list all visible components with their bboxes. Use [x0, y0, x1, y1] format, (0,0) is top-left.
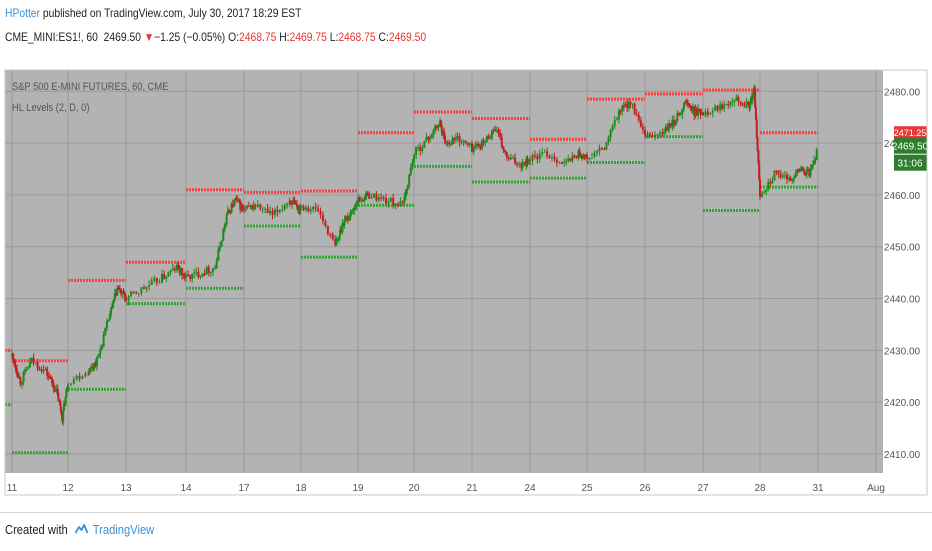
- time-axis[interactable]: [5, 473, 927, 495]
- x-tick-label: 26: [639, 483, 651, 494]
- x-tick-label: 25: [581, 483, 593, 494]
- x-tick-label: 13: [120, 483, 132, 494]
- close-value: 2469.50: [388, 30, 427, 44]
- price-tags-layer: 2471.25 2469.50 31:06: [892, 126, 929, 171]
- y-tick-label: 2460.00: [884, 191, 921, 202]
- y-tick-label: 2410.00: [884, 450, 921, 461]
- change-value: −1.25 (−0.05%): [154, 30, 226, 44]
- low-label: L:: [329, 30, 339, 44]
- last-price: 2469.50: [103, 30, 141, 44]
- high-value: 2469.75: [289, 30, 327, 44]
- indicator-label[interactable]: HL Levels (2, D, 0): [12, 102, 89, 114]
- x-tick-label: 19: [352, 483, 364, 494]
- last-price-tag-text: 2469.50: [892, 142, 929, 153]
- x-tick-label: 18: [295, 483, 307, 494]
- tradingview-brand-link[interactable]: TradingView: [92, 522, 155, 537]
- published-text: published on TradingView.com, July 30, 2…: [39, 6, 302, 20]
- x-tick-label: 17: [238, 483, 250, 494]
- tradingview-logo-icon: [74, 523, 88, 538]
- x-tick-label: 28: [754, 483, 766, 494]
- last-price-tag: [894, 137, 927, 154]
- x-tick-label: 31: [812, 483, 824, 494]
- footer-text: Created with TradingView: [5, 522, 154, 538]
- x-tick-label: 14: [180, 483, 192, 494]
- series-title: S&P 500 E-MINI FUTURES, 60, CME: [12, 81, 169, 93]
- y-tick-label: 2480.00: [884, 87, 921, 98]
- red-level-tag: [894, 126, 927, 139]
- red-level-tag-text: 2471.25: [894, 128, 927, 138]
- x-tick-label: 20: [408, 483, 420, 494]
- x-tick-label: 24: [524, 483, 536, 494]
- created-with-label: Created with: [5, 522, 68, 537]
- footer: Created with TradingView: [0, 512, 932, 551]
- symbol-label: CME_MINI:ES1!, 60: [5, 30, 98, 44]
- y-tick-label: 2420.00: [884, 398, 921, 409]
- chart-border: [4, 69, 928, 496]
- open-label: O:: [228, 30, 240, 44]
- symbol-line: CME_MINI:ES1!, 60 2469.50 ▼−1.25 (−0.05%…: [5, 30, 426, 44]
- x-tick-label: 21: [466, 483, 478, 494]
- x-tick-label: 11: [7, 483, 18, 494]
- y-tick-label: 2440.00: [884, 295, 921, 306]
- y-tick-label: 2430.00: [884, 346, 921, 357]
- countdown-tag-text: 31:06: [897, 159, 922, 170]
- low-value: 2468.75: [338, 30, 376, 44]
- open-value: 2468.75: [239, 30, 277, 44]
- x-tick-label: 27: [697, 483, 709, 494]
- x-tick-label: Aug: [867, 483, 885, 494]
- tick-labels-layer: 2480.002470.002460.002450.002440.002430.…: [7, 87, 921, 494]
- candles-layer: [11, 84, 818, 426]
- close-label: C:: [378, 30, 389, 44]
- high-label: H:: [279, 30, 290, 44]
- down-arrow-icon: ▼: [143, 30, 155, 44]
- grid-layer: [5, 70, 883, 473]
- x-tick-label: 12: [62, 483, 74, 494]
- countdown-tag: [894, 154, 927, 171]
- published-line: HPotter published on TradingView.com, Ju…: [5, 6, 301, 20]
- author-link[interactable]: HPotter: [5, 6, 40, 20]
- chart-svg[interactable]: 2480.002470.002460.002450.002440.002430.…: [0, 0, 932, 512]
- y-tick-label: 2450.00: [884, 243, 921, 254]
